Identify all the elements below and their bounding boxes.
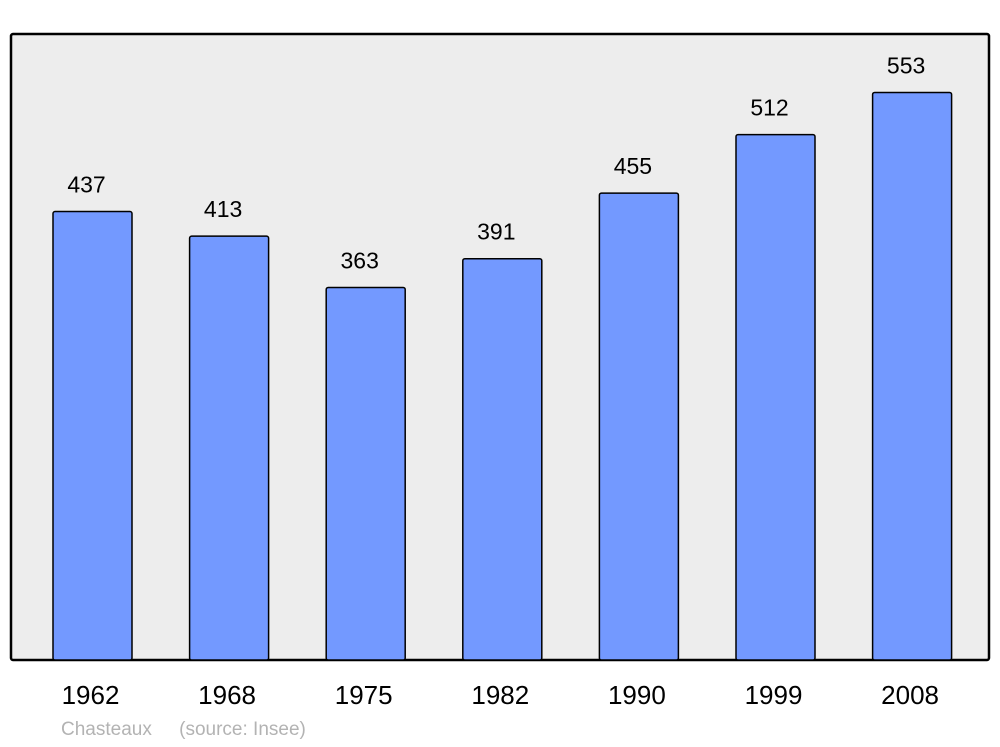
x-tick-label: 2008	[881, 680, 939, 710]
data-label: 455	[614, 153, 652, 179]
data-label: 413	[204, 196, 242, 222]
bar-1982	[462, 257, 543, 661]
data-label: 437	[67, 172, 105, 198]
data-label: 553	[887, 52, 925, 78]
x-tick-label: 1999	[745, 680, 803, 710]
x-tick-label: 1962	[62, 680, 120, 710]
chart-footer: Chasteaux (source: Insee)	[61, 719, 328, 741]
bar-1962	[52, 210, 133, 661]
x-tick-label: 1968	[198, 680, 256, 710]
source-note: (source: Insee)	[179, 719, 306, 740]
data-label: 363	[341, 247, 379, 273]
x-tick-label: 1990	[608, 680, 666, 710]
bar-1990	[598, 192, 680, 661]
bar-1999	[735, 133, 816, 661]
x-tick-label: 1982	[471, 680, 529, 710]
bar-1975	[325, 286, 406, 661]
x-tick-label: 1975	[335, 680, 393, 710]
data-label: 512	[750, 95, 788, 121]
bar-2008	[871, 91, 953, 661]
bar-1968	[188, 235, 270, 661]
place-name: Chasteaux	[61, 719, 152, 740]
data-label: 391	[477, 219, 515, 245]
